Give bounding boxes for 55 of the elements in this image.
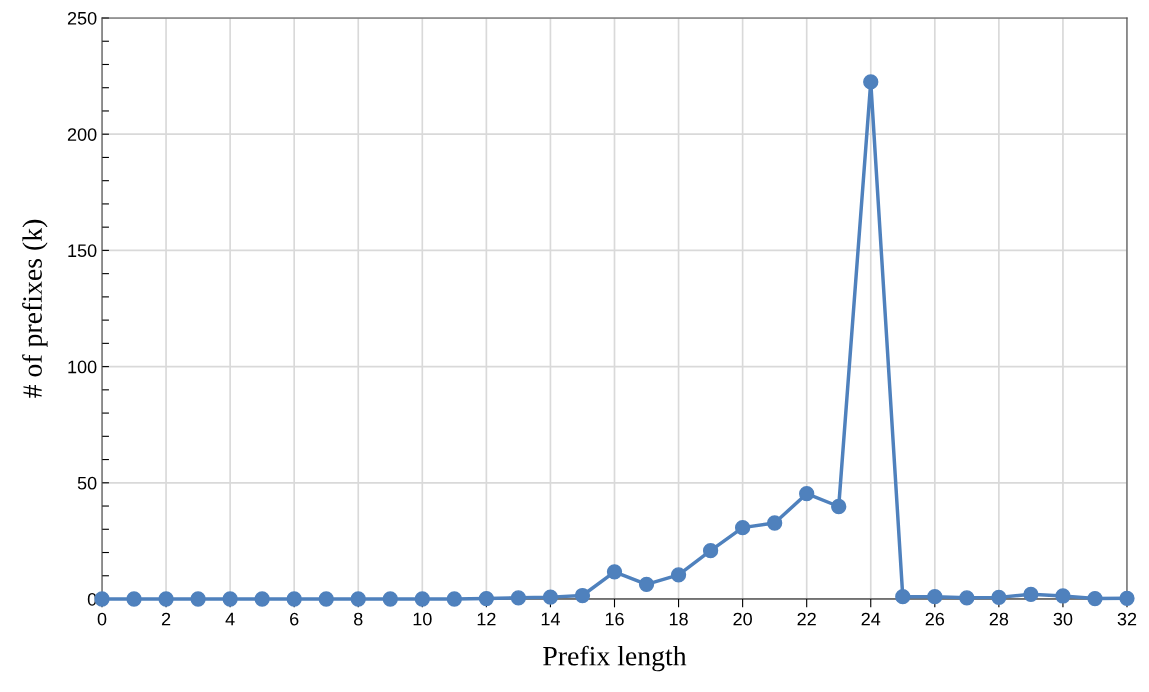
point <box>1055 588 1071 604</box>
point <box>767 515 783 531</box>
y-tick-label: 200 <box>67 128 97 141</box>
x-tick-label: 14 <box>541 612 560 626</box>
x-tick-label: 10 <box>413 612 432 626</box>
x-tick-label: 8 <box>354 612 363 626</box>
x-tick-label: 24 <box>861 612 881 626</box>
point <box>542 589 559 605</box>
point <box>286 591 302 607</box>
x-tick-label: 4 <box>225 612 235 626</box>
point <box>831 498 847 515</box>
point <box>1023 586 1039 602</box>
point <box>414 591 430 607</box>
point <box>510 590 527 606</box>
point <box>1087 590 1103 607</box>
point <box>350 591 366 607</box>
point <box>606 564 623 580</box>
point <box>446 591 462 607</box>
point <box>799 486 815 502</box>
y-tick-label: 150 <box>68 244 97 258</box>
x-tick-label: 6 <box>290 612 299 626</box>
point <box>959 590 975 606</box>
point <box>734 520 751 536</box>
x-tick-label: 0 <box>97 612 107 626</box>
point <box>574 587 591 604</box>
point <box>638 576 655 592</box>
point <box>927 589 943 605</box>
point <box>863 74 879 90</box>
point <box>126 591 142 607</box>
point <box>670 567 687 583</box>
x-tick-label: 2 <box>161 612 171 626</box>
y-tick-label: 50 <box>77 476 97 490</box>
point <box>382 591 398 607</box>
x-tick-label: 16 <box>605 612 624 626</box>
point <box>991 589 1007 606</box>
x-tick-label: 30 <box>1053 612 1073 626</box>
x-tick-label: 20 <box>733 612 752 626</box>
y-tick-label: 250 <box>67 11 97 25</box>
point <box>190 591 206 607</box>
x-tick-label: 32 <box>1117 612 1137 626</box>
x-tick-label: 26 <box>925 612 945 626</box>
x-tick-label: 12 <box>477 612 496 626</box>
x-axis-title: Prefix length <box>543 645 687 672</box>
point <box>318 591 334 607</box>
x-tick-label: 22 <box>797 612 816 626</box>
y-axis-title: # of prefixes (k) <box>22 219 48 398</box>
point <box>895 589 911 605</box>
point <box>158 591 174 607</box>
x-tick-label: 28 <box>989 612 1009 626</box>
point <box>254 591 270 607</box>
point <box>222 591 238 607</box>
y-tick-label: 100 <box>68 360 97 374</box>
point <box>478 590 495 607</box>
x-tick-label: 18 <box>669 612 688 626</box>
point <box>702 543 719 559</box>
